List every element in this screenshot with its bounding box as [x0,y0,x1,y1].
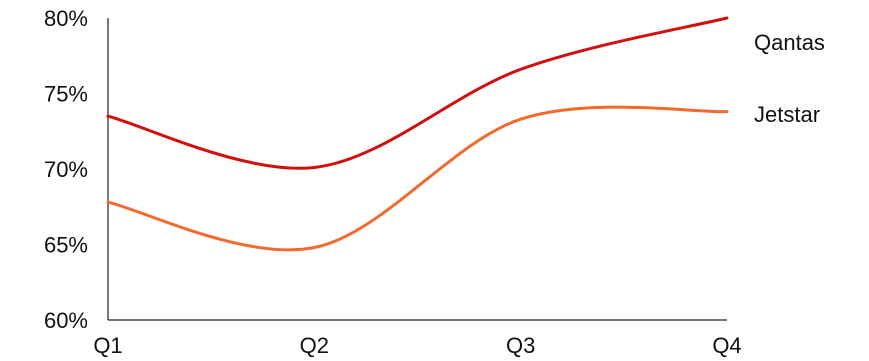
y-tick-label-60: 60% [44,308,88,333]
series-label-qantas: Qantas [754,30,825,55]
x-tick-label-q4: Q4 [712,333,741,358]
y-axis: 60% 65% 70% 75% 80% [44,6,109,333]
y-tick-label-70: 70% [44,157,88,182]
series-line-jetstar [106,105,729,252]
x-tick-label-q3: Q3 [506,333,535,358]
x-tick-label-q1: Q1 [93,333,122,358]
series-line-qantas [106,16,729,170]
series-lines [106,16,729,252]
series-labels: Qantas Jetstar [754,30,825,127]
y-tick-label-80: 80% [44,6,88,31]
x-tick-label-q2: Q2 [300,333,329,358]
x-axis: Q1 Q2 Q3 Q4 [93,319,742,358]
y-tick-label-65: 65% [44,233,88,258]
series-label-jetstar: Jetstar [754,102,820,127]
y-tick-label-75: 75% [44,82,88,107]
